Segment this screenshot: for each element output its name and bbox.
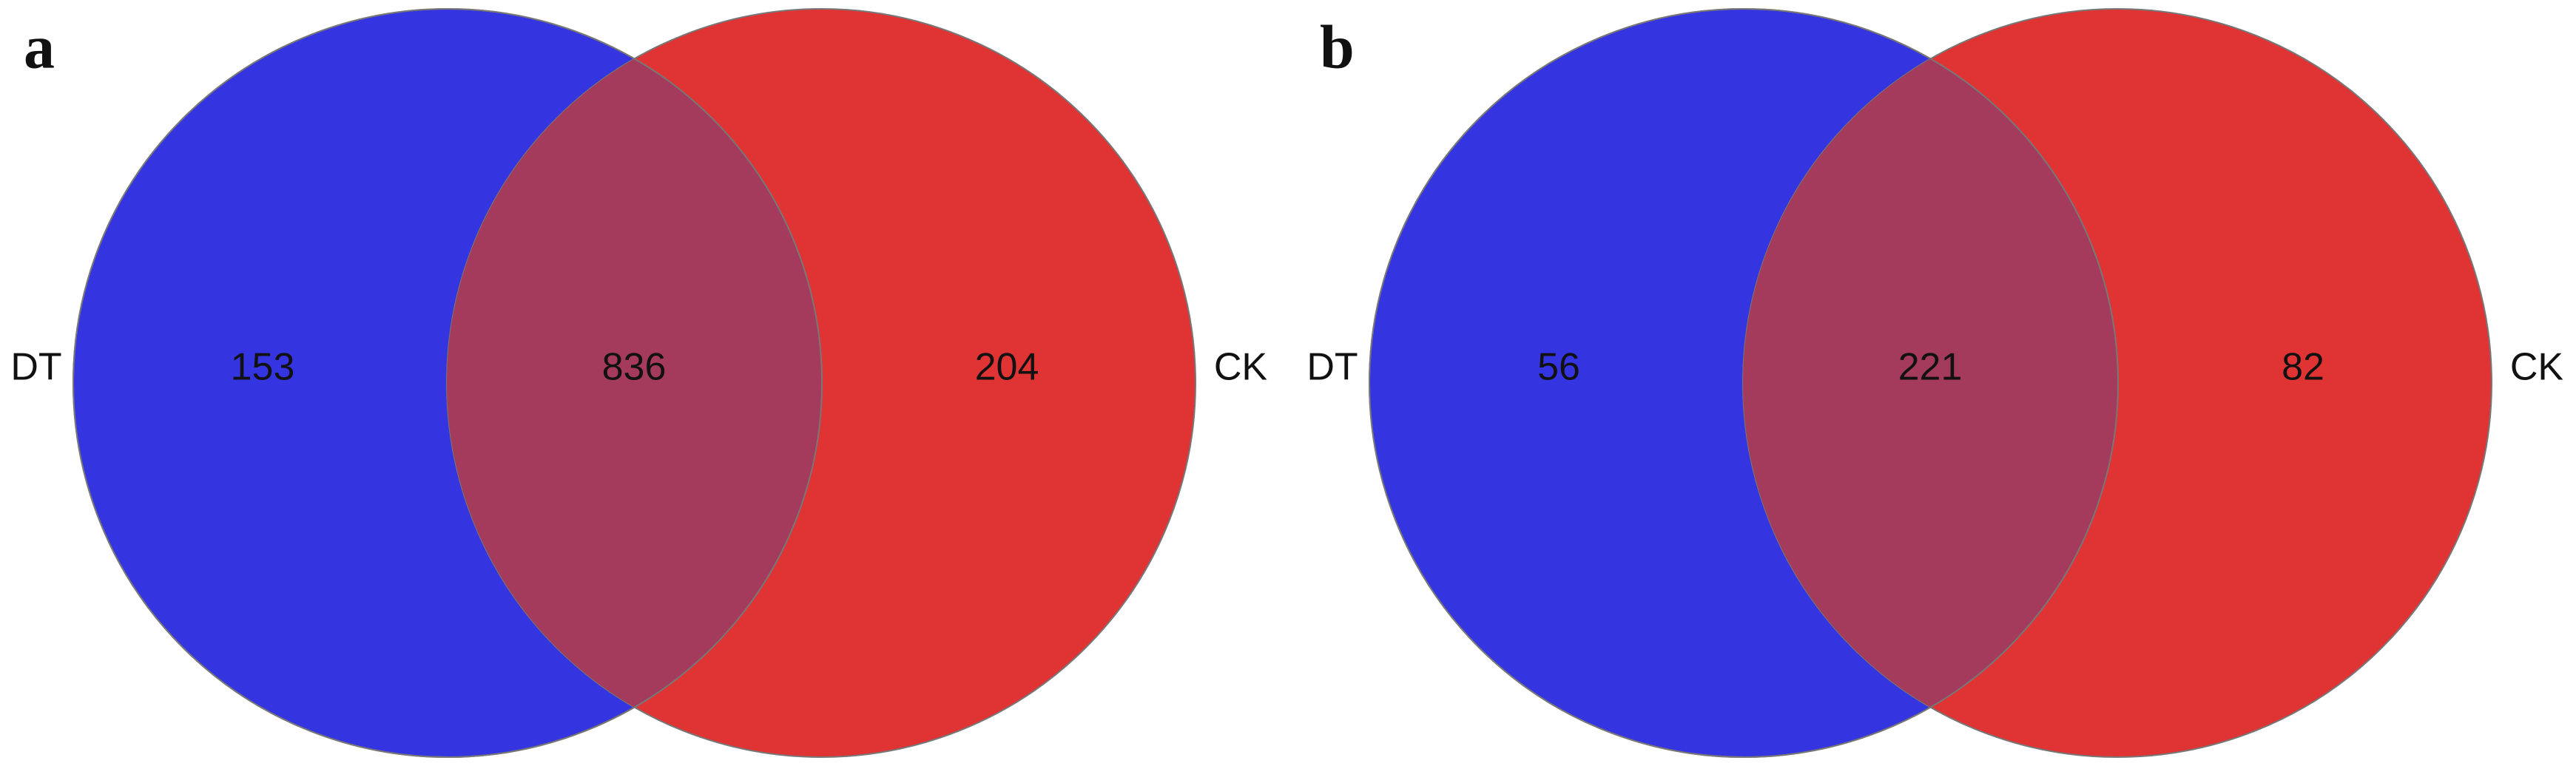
count-label: 56	[1537, 346, 1580, 389]
outline	[73, 8, 823, 758]
count-label: 221	[1898, 346, 1963, 389]
count-label: 82	[2282, 346, 2324, 389]
set-label: DT	[10, 346, 61, 389]
panel-label: a	[24, 13, 55, 81]
panel-label: b	[1320, 13, 1355, 81]
set-label: DT	[1306, 346, 1358, 389]
outline	[1369, 8, 2119, 758]
count-label: 153	[231, 346, 295, 389]
venn-panel: a DT CK 153 836 204	[10, 8, 1268, 758]
set-label: CK	[2510, 346, 2564, 389]
venn-panel: b DT CK 56 221 82	[1306, 8, 2564, 758]
count-label: 204	[975, 346, 1039, 389]
set-label: CK	[1214, 346, 1268, 389]
count-label: 836	[602, 346, 667, 389]
